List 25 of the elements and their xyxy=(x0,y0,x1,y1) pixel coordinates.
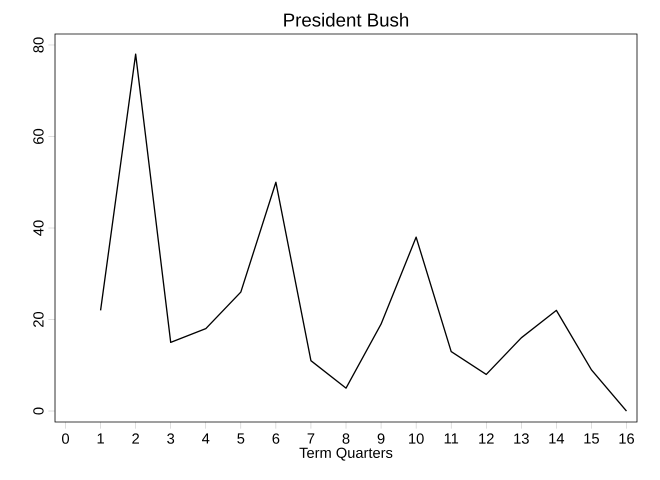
chart-title: President Bush xyxy=(284,12,408,27)
x-tick-label: 7 xyxy=(308,433,314,444)
y-tick-label: 0 xyxy=(33,408,44,415)
y-tick-label: 40 xyxy=(33,220,44,236)
x-tick-label: 4 xyxy=(202,433,210,444)
x-tick-label: 10 xyxy=(409,433,424,444)
x-tick-label: 15 xyxy=(584,433,599,444)
y-tick-label: 60 xyxy=(33,128,44,144)
x-tick-label: 14 xyxy=(549,433,564,444)
x-tick-label: 3 xyxy=(167,433,174,444)
x-tick-label: 16 xyxy=(619,433,634,444)
x-tick-label: 6 xyxy=(272,433,280,444)
x-tick-label: 8 xyxy=(342,433,350,444)
x-tick-label: 5 xyxy=(237,433,244,444)
y-tick-label: 20 xyxy=(33,312,44,327)
x-tick-label: 11 xyxy=(444,433,458,444)
x-axis-title: Term Quarters xyxy=(299,448,392,461)
y-tick-label: 80 xyxy=(33,37,44,53)
x-tick-label: 1 xyxy=(98,433,104,444)
x-tick-label: 2 xyxy=(132,433,139,444)
line-series xyxy=(100,53,628,412)
x-tick-label: 0 xyxy=(62,433,70,444)
x-tick-label: 9 xyxy=(378,433,384,444)
x-tick-label: 13 xyxy=(514,433,529,444)
x-tick-label: 12 xyxy=(479,433,494,444)
